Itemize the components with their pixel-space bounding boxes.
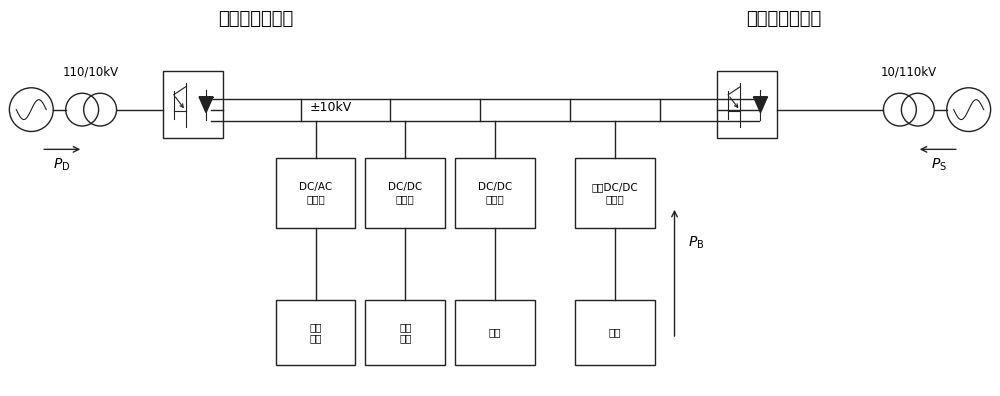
Bar — [455, 158, 535, 228]
Bar — [276, 300, 355, 365]
Text: DC/DC
变换器: DC/DC 变换器 — [478, 182, 512, 204]
Text: $P_{\rm B}$: $P_{\rm B}$ — [688, 234, 705, 251]
Text: $P_{\rm S}$: $P_{\rm S}$ — [931, 157, 947, 173]
Text: 双向DC/DC
变换器: 双向DC/DC 变换器 — [591, 182, 638, 204]
Text: DC/DC
变换器: DC/DC 变换器 — [388, 182, 422, 204]
Bar — [717, 71, 777, 139]
Text: 光伏: 光伏 — [489, 327, 501, 337]
Text: $P_{\rm D}$: $P_{\rm D}$ — [53, 157, 70, 173]
Text: 储能: 储能 — [608, 327, 621, 337]
Bar — [575, 158, 655, 228]
Polygon shape — [753, 97, 767, 112]
Bar — [455, 300, 535, 365]
Polygon shape — [199, 97, 213, 112]
Text: 直流
负荷: 直流 负荷 — [399, 322, 412, 343]
Text: ±10kV: ±10kV — [309, 101, 352, 114]
Bar — [163, 71, 223, 139]
Bar — [575, 300, 655, 365]
Text: 110/10kV: 110/10kV — [63, 65, 119, 78]
Bar — [365, 300, 445, 365]
Bar — [365, 158, 445, 228]
Text: 10/110kV: 10/110kV — [881, 65, 937, 78]
Text: 交流
负荷: 交流 负荷 — [309, 322, 322, 343]
Text: 定直流电压控制: 定直流电压控制 — [218, 10, 293, 28]
Bar — [276, 158, 355, 228]
Text: 定有功功率控制: 定有功功率控制 — [747, 10, 822, 28]
Text: DC/AC
换流器: DC/AC 换流器 — [299, 182, 332, 204]
